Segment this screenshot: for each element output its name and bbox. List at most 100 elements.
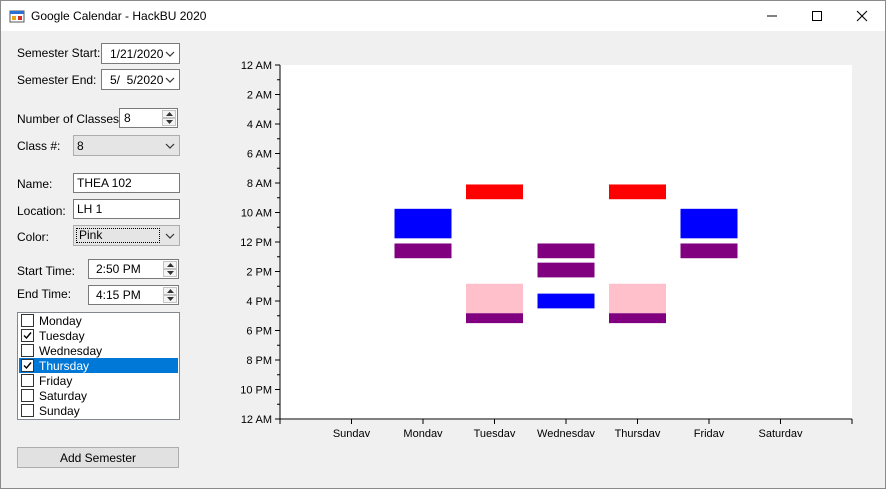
x-tick-label: Tuesday [474,428,516,437]
semester-end-picker[interactable]: 5/ 5/2020 [101,69,180,90]
checkbox[interactable] [21,314,34,327]
location-input[interactable]: LH 1 [73,199,180,219]
checkbox[interactable] [21,389,34,402]
semester-end-value: 5/ 5/2020 [110,72,164,87]
day-item-thursday[interactable]: Thursday [19,358,178,373]
class-num-value: 8 [77,138,84,153]
num-classes-value: 8 [124,111,131,125]
num-classes-label: Number of Classes: [17,112,123,126]
day-item-sunday[interactable]: Sunday [19,403,178,418]
y-tick-label: 2 AM [247,90,272,102]
y-tick-label: 10 AM [241,208,272,220]
chart-svg: 12 AM 2 AM 4 AM 6 AM 8 AM 10 AM 12 PM 2 PM 4 PM 6… [240,60,853,437]
y-tick-label: 12 PM [240,237,272,249]
check-icon [23,362,32,370]
schedule-chart: 12 AM 2 AM 4 AM 6 AM 8 AM 10 AM 12 PM 2 PM 4 PM 6… [191,53,871,437]
semester-start-label: Semester Start: [17,46,101,60]
end-time-picker[interactable]: 4:15 PM [88,285,179,305]
app-icon [9,10,25,23]
x-tick-label: Friday [694,428,725,437]
y-tick-label: 8 AM [247,178,272,190]
add-semester-button[interactable]: Add Semester [17,447,179,468]
checkbox[interactable] [21,359,34,372]
location-label: Location: [17,204,66,218]
day-item-saturday[interactable]: Saturday [19,388,178,403]
minimize-icon [767,15,777,17]
semester-end-label: Semester End: [17,73,97,87]
x-tick-label: Thursday [615,428,661,437]
x-tick-label: Sunday [333,428,371,437]
name-label: Name: [17,177,53,191]
chevron-up-icon [166,263,174,267]
decrement-button[interactable] [163,295,177,303]
end-time-label: End Time: [17,287,72,301]
y-tick-label: 6 PM [246,326,272,338]
start-time-value: 2:50 PM [96,262,141,276]
y-tick-label: 8 PM [246,355,272,367]
increment-button[interactable] [163,287,177,295]
semester-start-value: 1/21/2020 [110,46,164,61]
day-label: Tuesday [39,328,85,343]
x-tick-label: Monday [403,428,443,437]
location-value: LH 1 [77,202,103,216]
event-bar [609,184,666,200]
color-label: Color: [17,230,50,244]
day-label: Thursday [39,358,90,373]
day-label: Sunday [39,403,80,418]
event-bar [394,243,452,259]
y-tick-label: 6 AM [247,149,272,161]
day-label: Monday [39,313,82,328]
y-tick-label: 12 AM [241,414,272,426]
increment-button[interactable] [162,110,176,118]
close-icon [856,10,868,22]
checkbox[interactable] [21,344,34,357]
title-bar: Google Calendar - HackBU 2020 [1,1,885,31]
color-select[interactable]: Pink [73,225,180,246]
checkbox[interactable] [21,404,34,417]
event-bar [466,283,523,314]
days-checklist[interactable]: Monday Tuesday Wednesday Thursday Friday… [17,312,180,420]
color-value: Pink [76,228,160,243]
event-bar [394,208,452,239]
chevron-down-icon [166,271,174,275]
y-tick-label: 4 PM [246,296,272,308]
day-item-monday[interactable]: Monday [19,313,178,328]
y-tick-label: 12 AM [241,60,272,72]
day-item-tuesday[interactable]: Tuesday [19,328,178,343]
num-classes-stepper[interactable]: 8 [119,108,178,128]
event-bar [680,208,738,239]
name-input[interactable]: THEA 102 [73,173,180,193]
decrement-button[interactable] [162,118,176,126]
chevron-down-icon [165,120,173,124]
y-tick-label: 10 PM [240,385,272,397]
chevron-up-icon [165,112,173,116]
day-label: Wednesday [39,343,103,358]
day-item-wednesday[interactable]: Wednesday [19,343,178,358]
day-item-friday[interactable]: Friday [19,373,178,388]
event-bar [466,313,523,324]
chart-plot-area [280,65,852,420]
increment-button[interactable] [163,261,177,269]
chevron-down-icon [165,233,175,239]
chevron-up-icon [166,289,174,293]
semester-start-picker[interactable]: 1/21/2020 [101,43,180,64]
checkbox[interactable] [21,374,34,387]
event-bar [537,262,595,278]
minimize-button[interactable] [749,1,795,31]
event-bar [609,283,666,314]
y-tick-label: 4 AM [247,119,272,131]
x-tick-label: Saturday [758,428,803,437]
decrement-button[interactable] [163,269,177,277]
y-tick-label: 2 PM [246,267,272,279]
name-value: THEA 102 [77,176,132,190]
close-button[interactable] [839,1,885,31]
event-bar [680,243,738,259]
check-icon [23,332,32,340]
class-num-select[interactable]: 8 [73,135,180,156]
start-time-picker[interactable]: 2:50 PM [88,259,179,279]
event-bar [537,243,595,259]
checkbox[interactable] [21,329,34,342]
maximize-button[interactable] [794,1,840,31]
class-num-label: Class #: [17,139,61,153]
